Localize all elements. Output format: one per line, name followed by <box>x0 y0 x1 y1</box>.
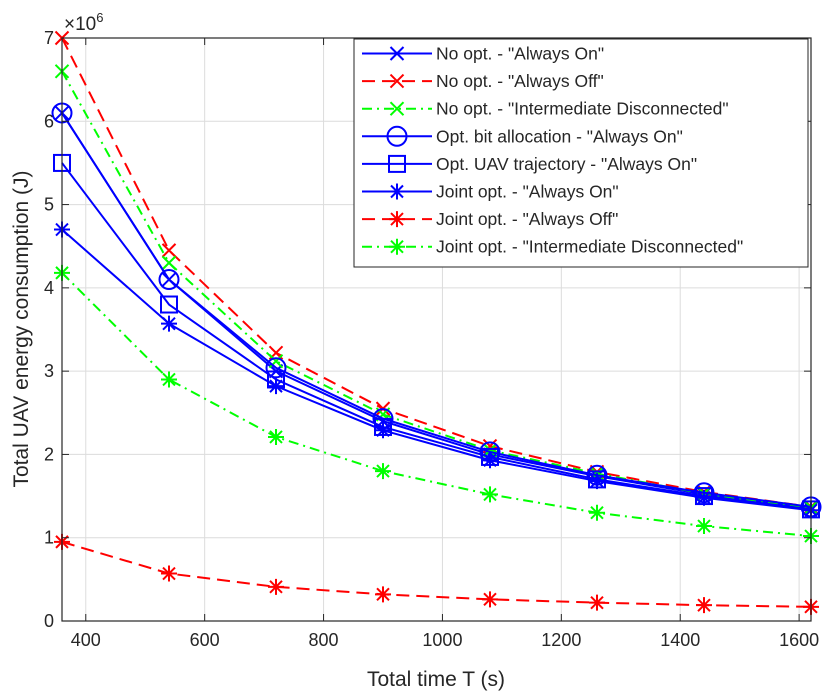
axis-ticks: 400 600 800 1000 1200 1400 1600 0 1 2 3 4 5 6 7 <box>44 28 819 650</box>
legend-label: Joint opt. - "Always Off" <box>436 209 618 229</box>
star-marker <box>696 597 712 614</box>
circle-marker <box>265 357 287 379</box>
legend-entry: Opt. UAV trajectory - "Always On" <box>362 154 697 174</box>
series-line <box>61 112 812 508</box>
star-marker <box>389 211 405 228</box>
x-marker <box>389 73 405 89</box>
star-marker <box>268 578 284 595</box>
star-marker <box>268 428 284 445</box>
series-line <box>61 540 812 608</box>
y-tick-label: 1 <box>44 528 54 548</box>
legend-entry: Opt. bit allocation - "Always On" <box>362 125 683 147</box>
y-tick-label: 4 <box>44 278 54 298</box>
series-line <box>61 37 812 508</box>
y-tick-label: 5 <box>44 195 54 215</box>
series-line <box>61 228 812 512</box>
square-marker <box>388 154 406 173</box>
star-marker <box>161 565 177 582</box>
legend-label: No opt. - "Intermediate Disconnected" <box>436 99 729 119</box>
star-marker <box>589 594 605 611</box>
y-tick-label: 6 <box>44 111 54 131</box>
series-line <box>61 162 812 511</box>
circle-marker <box>386 125 408 147</box>
y-axis-label: Total UAV energy consumption (J) <box>10 170 33 487</box>
star-marker <box>696 518 712 535</box>
series-6 <box>54 533 819 615</box>
x-tick-label: 800 <box>309 630 339 650</box>
circle-marker <box>158 269 180 291</box>
legend-label: No opt. - "Always On" <box>436 44 604 64</box>
legend-label: No opt. - "Always Off" <box>436 71 604 91</box>
legend-label: Joint opt. - "Intermediate Disconnected" <box>436 237 743 257</box>
star-marker <box>375 463 391 480</box>
legend-entry: Joint opt. - "Intermediate Disconnected" <box>362 237 743 257</box>
square-marker <box>160 295 178 314</box>
plot-area-frame <box>61 37 812 622</box>
legend-entry: No opt. - "Intermediate Disconnected" <box>362 99 729 119</box>
y-exponent-label: ×106 <box>64 10 103 35</box>
y-tick-label: 0 <box>44 611 54 631</box>
x-marker <box>389 46 405 61</box>
star-marker <box>482 486 498 503</box>
x-tick-label: 1200 <box>541 630 581 650</box>
legend-entry: Joint opt. - "Always On" <box>362 182 619 202</box>
star-marker <box>482 452 498 469</box>
x-axis-label: Total time T (s) <box>367 668 505 691</box>
legend-entry: No opt. - "Always Off" <box>362 71 604 91</box>
star-marker <box>389 238 405 255</box>
star-marker <box>268 378 284 395</box>
legend-label: Joint opt. - "Always On" <box>436 182 619 202</box>
x-tick-label: 1000 <box>422 630 462 650</box>
x-tick-label: 600 <box>190 630 220 650</box>
x-marker <box>161 243 177 258</box>
star-marker <box>389 183 405 200</box>
star-marker <box>696 489 712 506</box>
y-tick-label: 3 <box>44 361 54 381</box>
x-tick-label: 1600 <box>779 630 819 650</box>
legend-entry: No opt. - "Always On" <box>362 44 604 64</box>
legend: No opt. - "Always On" No opt. - "Always O… <box>353 38 809 268</box>
legend-box <box>353 38 809 268</box>
x-marker <box>389 101 405 116</box>
star-marker <box>375 422 391 439</box>
x-marker <box>161 255 177 271</box>
star-marker <box>375 586 391 603</box>
legend-label: Opt. UAV trajectory - "Always On" <box>436 154 697 174</box>
star-marker <box>589 504 605 521</box>
star-marker <box>482 591 498 608</box>
star-marker <box>161 315 177 332</box>
series-3 <box>51 102 822 518</box>
star-marker <box>589 473 605 490</box>
legend-entry: Joint opt. - "Always Off" <box>362 209 618 229</box>
x-tick-label: 1400 <box>660 630 700 650</box>
series-group <box>51 30 822 615</box>
x-tick-label: 400 <box>71 630 101 650</box>
star-marker <box>161 371 177 388</box>
y-tick-label: 7 <box>44 28 54 48</box>
legend-label: Opt. bit allocation - "Always On" <box>436 126 683 146</box>
y-tick-label: 2 <box>44 444 54 464</box>
